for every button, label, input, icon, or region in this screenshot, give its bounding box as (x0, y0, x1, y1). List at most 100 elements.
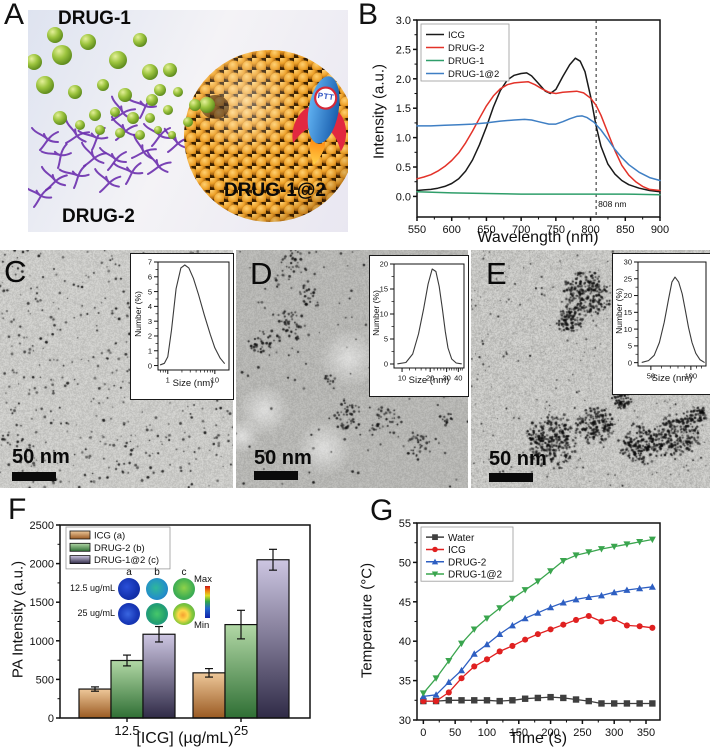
pa-inset-col-c: c (181, 567, 187, 578)
panel-a-letter: A (4, 0, 25, 31)
svg-text:45: 45 (399, 597, 411, 609)
svg-text:DRUG-2: DRUG-2 (448, 43, 484, 54)
svg-text:5: 5 (628, 342, 632, 351)
svg-text:550: 550 (408, 224, 426, 236)
svg-text:2.5: 2.5 (396, 44, 411, 56)
pa-image-25-drug1at2 (173, 603, 195, 625)
size-c-x-label: Size (nm) (172, 378, 214, 389)
svg-text:650: 650 (477, 224, 495, 236)
heating-chart: 0 50 100 150 200 250 300 350 30 35 40 45 50 55 Water IC… (340, 490, 710, 752)
svg-text:25: 25 (234, 723, 248, 738)
size-histogram-inset-c: 1 10 0 1 2 3 4 5 6 7 Number (%) Size (nm) (130, 253, 234, 400)
drug2-label: DRUG-2 (62, 206, 135, 227)
svg-text:0: 0 (148, 361, 152, 370)
svg-text:35: 35 (399, 676, 411, 688)
svg-text:10: 10 (380, 310, 388, 319)
svg-text:808 nm: 808 nm (598, 199, 626, 209)
panel-d-letter: D (250, 256, 273, 291)
svg-text:30: 30 (442, 374, 450, 383)
pa-image-12-5-drug2 (146, 578, 168, 600)
pa-image-12-5-icg (118, 578, 140, 600)
svg-text:DRUG-1@2: DRUG-1@2 (448, 570, 502, 581)
svg-text:250: 250 (573, 727, 591, 739)
panel-f-letter: F (8, 493, 27, 526)
pa-colorbar (205, 586, 210, 618)
scalebar-label: 50 nm (489, 448, 547, 470)
panel-g: G 0 50 100 150 200 250 300 350 30 35 40 45 50 55 Water… (340, 490, 710, 752)
pa-colorbar-max-label: Max (194, 574, 212, 585)
svg-text:2500: 2500 (30, 520, 54, 532)
heating-x-axis-label: Time (s) (508, 730, 568, 747)
panel-b: B 550 600 650 700 750 800 850 900 0.0 0.5 1.0 1.5 2.… (355, 0, 710, 250)
heating-y-axis-label: Temperature (°C) (358, 562, 376, 679)
pa-intensity-chart: 0 500 1000 1500 2000 2500 12.5 25 ICG (a) DRUG-2 … (0, 490, 340, 752)
svg-text:25: 25 (624, 274, 632, 283)
svg-text:12.5: 12.5 (114, 723, 139, 738)
size-e-x-label: Size (nm) (651, 373, 693, 384)
svg-text:2.0: 2.0 (396, 74, 411, 86)
panel-e: E 50 nm 50 100 0 5 10 15 20 25 30 Number (%) Siz… (471, 250, 710, 488)
svg-text:900: 900 (651, 224, 669, 236)
svg-text:DRUG-2: DRUG-2 (448, 557, 487, 568)
panel-a: A DRUG-1 DRUG-2 DRUG-1@2 PTT (0, 0, 355, 250)
svg-text:600: 600 (443, 224, 461, 236)
svg-text:30: 30 (624, 258, 632, 267)
svg-text:150: 150 (510, 727, 528, 739)
svg-text:10: 10 (398, 374, 406, 383)
size-chart-d: 10 20 30 40 0 5 10 15 20 (370, 256, 468, 396)
drug1at2-label: DRUG-1@2 (224, 180, 326, 201)
svg-text:800: 800 (581, 224, 599, 236)
svg-text:20: 20 (426, 374, 434, 383)
panel-f: F 0 500 1000 1500 2000 2500 12.5 25 ICG (a) DRUG-… (0, 490, 340, 752)
svg-text:DRUG-2 (b): DRUG-2 (b) (94, 543, 145, 554)
svg-text:DRUG-1: DRUG-1 (448, 56, 484, 67)
scalebar-label: 50 nm (12, 446, 70, 468)
svg-text:0.5: 0.5 (396, 162, 411, 174)
svg-text:100: 100 (478, 727, 496, 739)
svg-text:750: 750 (547, 224, 565, 236)
svg-text:7: 7 (148, 258, 152, 267)
pa-inset-row-25: 25 ug/mL (77, 608, 115, 618)
size-d-x-label: Size (nm) (408, 375, 450, 386)
size-e-y-label: Number (%) (614, 288, 624, 334)
svg-text:0: 0 (628, 358, 632, 367)
svg-text:1.5: 1.5 (396, 103, 411, 115)
svg-text:1000: 1000 (30, 636, 54, 648)
scheme-artwork (28, 27, 348, 222)
pa-inset-col-b: b (154, 567, 160, 578)
svg-text:ICG (a): ICG (a) (94, 531, 125, 542)
pa-y-axis-label: PA Intensity (a.u.) (9, 560, 27, 679)
size-chart-c: 1 10 0 1 2 3 4 5 6 7 (131, 254, 233, 399)
svg-text:0.0: 0.0 (396, 191, 411, 203)
pa-image-25-drug2 (146, 603, 168, 625)
size-chart-e: 50 100 0 5 10 15 20 25 30 (613, 254, 710, 394)
svg-text:ICG: ICG (448, 30, 465, 41)
scalebar (489, 473, 533, 482)
svg-text:350: 350 (637, 727, 655, 739)
svg-text:30: 30 (399, 715, 411, 727)
drug1-label: DRUG-1 (58, 8, 131, 29)
svg-text:0: 0 (48, 713, 54, 725)
panel-c-letter: C (4, 254, 27, 289)
svg-text:15: 15 (380, 285, 388, 294)
panel-d: D 50 nm 10 20 30 40 0 5 10 15 20 Number (%) Size… (236, 250, 469, 488)
svg-text:100: 100 (685, 372, 698, 381)
svg-text:200: 200 (541, 727, 559, 739)
svg-text:2000: 2000 (30, 559, 54, 571)
svg-text:50: 50 (449, 727, 461, 739)
svg-text:700: 700 (512, 224, 530, 236)
size-histogram-inset-d: 10 20 30 40 0 5 10 15 20 Number (%) Size (nm) (369, 255, 469, 397)
scalebar (12, 472, 56, 481)
svg-text:DRUG-1@2 (c): DRUG-1@2 (c) (94, 555, 159, 566)
svg-text:40: 40 (454, 374, 462, 383)
svg-text:0: 0 (420, 727, 426, 739)
svg-text:15: 15 (624, 308, 632, 317)
svg-text:5: 5 (384, 335, 388, 344)
svg-text:3: 3 (148, 317, 152, 326)
svg-text:20: 20 (380, 260, 388, 269)
pa-inset-col-a: a (126, 567, 132, 578)
panel-c: C 50 nm 1 10 0 1 2 3 4 5 6 7 Number (%) Size (nm) (0, 250, 234, 488)
svg-text:50: 50 (647, 372, 655, 381)
svg-text:10: 10 (624, 325, 632, 334)
size-d-y-label: Number (%) (371, 290, 381, 336)
